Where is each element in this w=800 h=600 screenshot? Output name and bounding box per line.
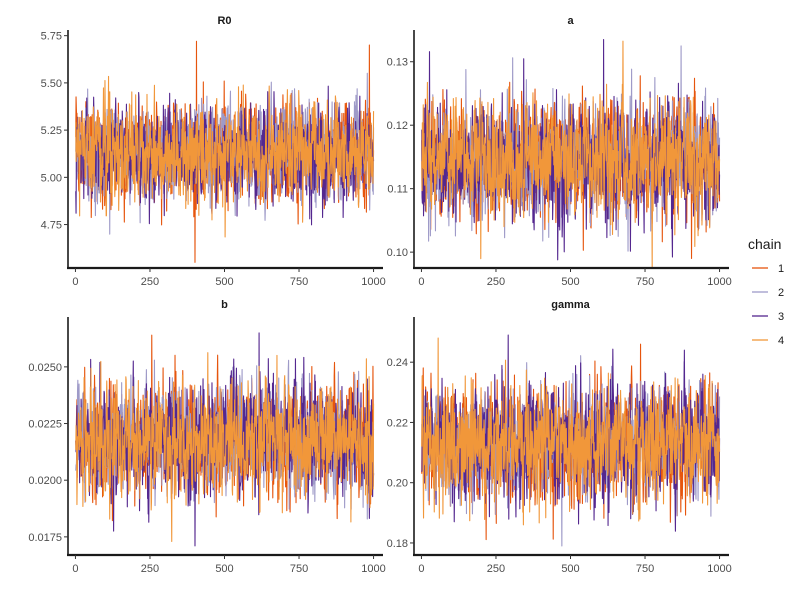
y-tick-label: 0.20 (387, 478, 408, 490)
x-tick-label: 750 (290, 563, 308, 575)
y-tick-label: 0.22 (387, 417, 408, 429)
x-tick-label: 500 (561, 563, 579, 575)
y-tick-label: 0.0175 (28, 532, 62, 544)
y-tick-label: 0.0225 (28, 419, 62, 431)
x-tick-label: 750 (636, 563, 654, 575)
legend-label: 3 (778, 311, 784, 323)
traces (75, 40, 375, 263)
panel-title: a (567, 15, 574, 27)
panel-b: b 0.0175 0.0200 0.0225 0.0250 0 250 500 750 1000 (28, 299, 385, 575)
traces (421, 334, 721, 547)
legend-item-chain-2: 2 (752, 287, 784, 299)
panel-R0: R0 4.75 5.00 5.25 5.50 5.75 0 250 500 750 1000 (41, 15, 386, 288)
x-tick-label: 0 (72, 563, 78, 575)
trace-line-chain-4 (75, 352, 375, 543)
x-tick-label: 250 (487, 276, 505, 288)
panel-a: a 0.10 0.11 0.12 0.13 0 250 500 750 1000 (387, 15, 732, 288)
x-tick-label: 1000 (707, 276, 731, 288)
trace-line-chain-4 (421, 337, 721, 526)
x-tick-label: 1000 (707, 563, 731, 575)
x-tick-label: 750 (290, 276, 308, 288)
legend-label: 4 (778, 335, 784, 347)
y-tick-label: 0.13 (387, 57, 408, 69)
panel-title: gamma (551, 299, 590, 311)
y-tick-label: 5.00 (41, 172, 62, 184)
traces (421, 38, 721, 269)
y-tick-label: 0.10 (387, 247, 408, 259)
y-tick-label: 5.25 (41, 125, 62, 137)
y-tick-label: 5.50 (41, 78, 62, 90)
panel-gamma: gamma 0.18 0.20 0.22 0.24 0 250 500 750 1000 (387, 299, 732, 575)
legend-title: chain (748, 236, 781, 252)
y-tick-label: 0.24 (387, 357, 408, 369)
legend-item-chain-1: 1 (752, 263, 784, 275)
trace-line-chain-4 (75, 75, 375, 238)
x-tick-label: 0 (418, 563, 424, 575)
x-tick-label: 0 (72, 276, 78, 288)
panels: R0 4.75 5.00 5.25 5.50 5.75 0 250 500 750 1000 a 0.1… (28, 15, 731, 575)
y-tick-label: 0.12 (387, 120, 408, 132)
y-tick-label: 0.11 (387, 184, 408, 196)
legend-item-chain-4: 4 (752, 335, 784, 347)
legend-label: 2 (778, 287, 784, 299)
y-tick-label: 0.0200 (28, 475, 62, 487)
traces (75, 332, 375, 547)
panel-title: R0 (217, 15, 231, 27)
y-tick-label: 0.0250 (28, 362, 62, 374)
legend: chain 1 2 3 4 (748, 236, 784, 347)
y-tick-label: 5.75 (41, 31, 62, 43)
x-tick-label: 500 (215, 276, 233, 288)
legend-label: 1 (778, 263, 784, 275)
trace-line-chain-4 (421, 40, 721, 269)
panel-title: b (221, 299, 228, 311)
x-tick-label: 250 (487, 563, 505, 575)
x-tick-label: 750 (636, 276, 654, 288)
y-tick-label: 4.75 (41, 220, 62, 232)
x-tick-label: 250 (141, 276, 159, 288)
legend-keys: 1 2 3 4 (752, 263, 784, 347)
x-tick-label: 500 (215, 563, 233, 575)
y-tick-label: 0.18 (387, 538, 408, 550)
x-tick-label: 0 (418, 276, 424, 288)
legend-item-chain-3: 3 (752, 311, 784, 323)
x-tick-label: 250 (141, 563, 159, 575)
x-tick-label: 1000 (361, 563, 385, 575)
x-tick-label: 500 (561, 276, 579, 288)
x-tick-label: 1000 (361, 276, 385, 288)
